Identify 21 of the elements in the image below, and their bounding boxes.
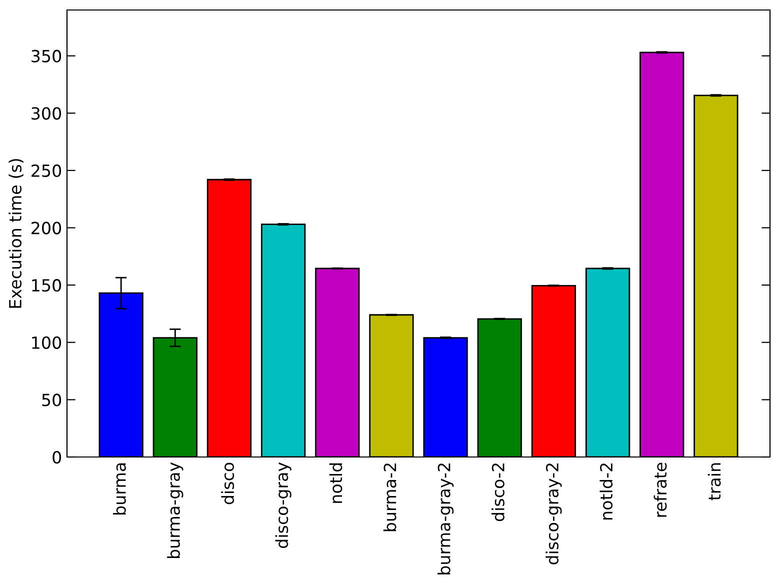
x-tick-label: refrate (654, 462, 667, 517)
x-tick-label: disco-gray (275, 462, 292, 548)
x-tick-label: burma-gray (167, 462, 184, 558)
x-tick-label: disco-2 (492, 464, 504, 522)
x-tick-label: burma-2 (383, 464, 396, 532)
y-tick-label: 100 (32, 336, 62, 349)
x-tick-label: disco-gray-2 (546, 464, 562, 564)
x-tick-label: train (708, 463, 721, 500)
x-tick-label: notld-2 (600, 464, 613, 520)
y-tick-label: 250 (32, 164, 62, 178)
y-tick-label: 200 (32, 222, 62, 234)
y-axis-title: Execution time (s) (8, 159, 24, 308)
x-tick-label: burma-gray-2 (437, 464, 454, 574)
y-tick-label: 350 (32, 50, 62, 62)
y-tick-label: 0 (52, 450, 62, 464)
x-tick-label: burma (113, 463, 126, 514)
x-tick-label: disco (221, 462, 234, 504)
y-tick-label: 300 (32, 107, 62, 120)
y-tick-label: 50 (42, 394, 62, 406)
y-tick-label: 150 (32, 279, 62, 292)
x-tick-label: notld (329, 463, 342, 503)
